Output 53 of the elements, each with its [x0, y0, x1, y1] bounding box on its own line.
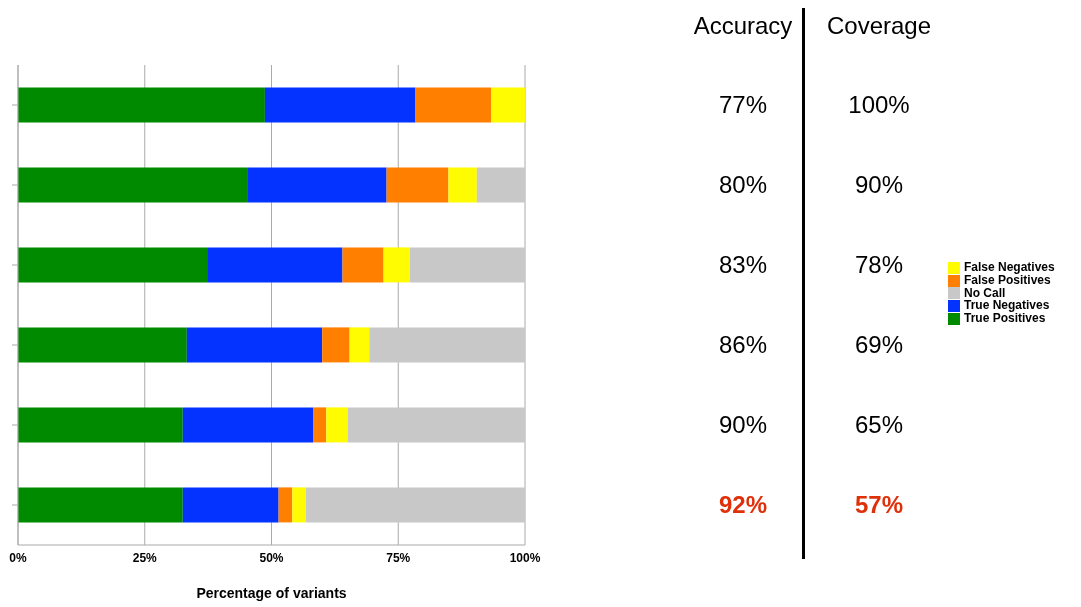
- bar: [369, 327, 525, 363]
- x-tick-label: 75%: [386, 550, 411, 565]
- bar: [207, 247, 343, 283]
- bar: [349, 327, 370, 363]
- bar: [18, 407, 183, 443]
- bar: [186, 327, 323, 363]
- bar: [322, 327, 350, 363]
- text: 90%: [717, 411, 768, 439]
- bar: [182, 407, 314, 443]
- bar: [18, 327, 187, 363]
- bar: [342, 247, 384, 283]
- bar: [448, 167, 477, 203]
- text: 80%: [717, 171, 768, 199]
- bar: [383, 247, 410, 283]
- bar: [305, 487, 525, 523]
- bar: [347, 407, 525, 443]
- x-tick-label: 100%: [509, 550, 541, 565]
- legend-label: No Call: [964, 285, 1006, 300]
- text: 100%: [847, 91, 911, 119]
- bar: [415, 87, 492, 123]
- legend-label: True Positives: [964, 311, 1046, 326]
- bar: [278, 487, 293, 523]
- bar: [292, 487, 306, 523]
- x-tick-label: 0%: [9, 550, 27, 565]
- text: 65%: [853, 411, 904, 439]
- text: 57%: [853, 491, 904, 519]
- bar: [491, 87, 525, 123]
- bar: [386, 167, 449, 203]
- text: 90%: [853, 171, 904, 199]
- text: 69%: [853, 331, 904, 359]
- bar: [326, 407, 348, 443]
- text: 86%: [717, 331, 768, 359]
- x-tick-label: 25%: [132, 550, 158, 565]
- bar: [18, 247, 208, 283]
- text: Accuracy: [692, 12, 794, 40]
- bar: [182, 487, 279, 523]
- bar: [18, 87, 265, 123]
- x-tick-label: 50%: [259, 550, 284, 565]
- legend-label: True Negatives: [964, 298, 1050, 313]
- bar: [264, 87, 416, 123]
- bar: [247, 167, 387, 203]
- text: Coverage: [825, 12, 933, 40]
- bar: [476, 167, 525, 203]
- bar: [18, 167, 248, 203]
- text: 78%: [853, 251, 904, 279]
- bar: [313, 407, 327, 443]
- text: 83%: [717, 251, 768, 279]
- text: 92%: [717, 491, 768, 519]
- text: 77%: [717, 91, 768, 119]
- legend-label: False Negatives: [964, 260, 1055, 274]
- bar: [409, 247, 525, 283]
- bar: [18, 487, 183, 523]
- x-axis-title: Percentage of variants: [196, 585, 347, 601]
